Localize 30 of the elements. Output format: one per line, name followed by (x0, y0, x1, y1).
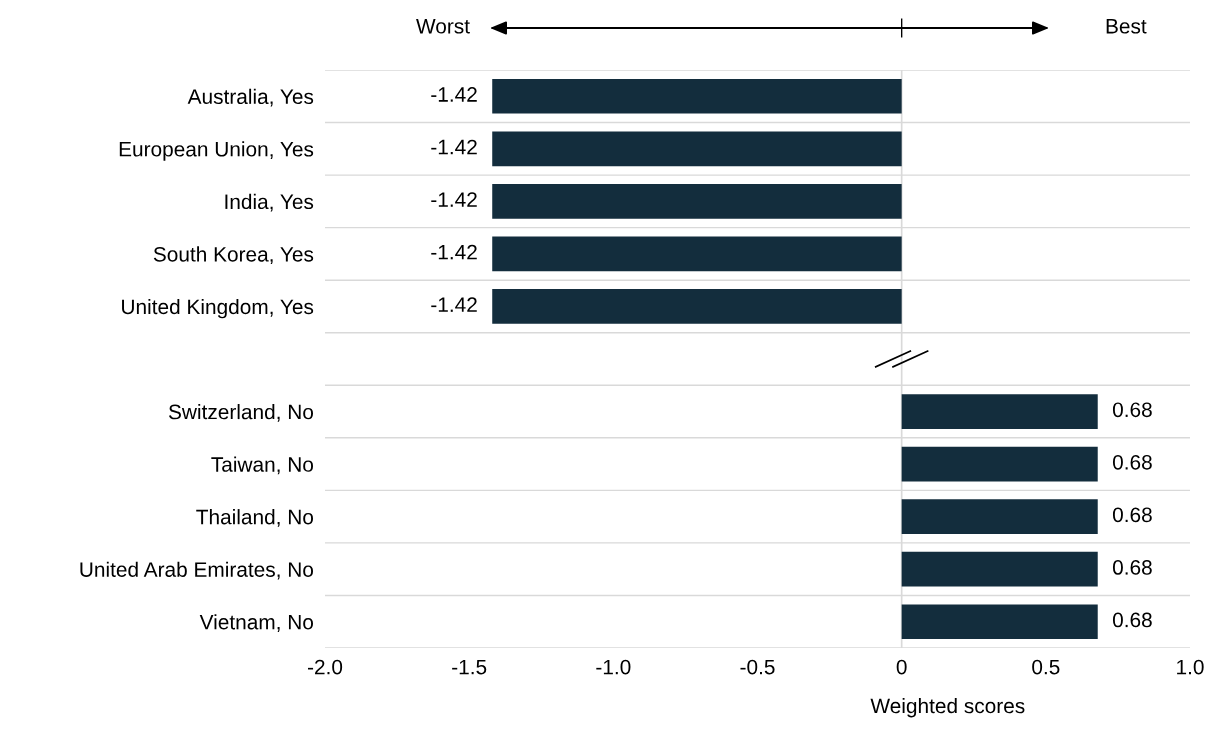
y-tick-label: Thailand, No (196, 509, 314, 527)
y-tick-label: United Kingdom, Yes (122, 298, 314, 319)
x-tick-label: 0 (896, 659, 907, 675)
data-label: 0.68 (1112, 402, 1152, 418)
data-label: 0.68 (1112, 612, 1152, 628)
y-tick-label: Switzerland, No (168, 404, 314, 422)
x-tick-label: 0.5 (1032, 659, 1060, 675)
y-tick-label: Vietnam, No (199, 614, 314, 632)
data-label: -1.42 (431, 192, 477, 207)
x-tick-label: -2.0 (307, 659, 343, 675)
x-tick-label: -0.5 (740, 659, 775, 675)
y-tick-label: United Arab Emirates, No (80, 561, 314, 580)
data-label: -1.42 (431, 87, 477, 102)
y-tick-label: Taiwan, No (211, 456, 314, 475)
x-tick-label: -1.0 (596, 659, 631, 675)
y-tick-label: Australia, Yes (187, 88, 314, 107)
y-tick-label: India, Yes (225, 193, 314, 212)
data-label: -1.42 (431, 139, 477, 155)
data-label: 0.68 (1112, 454, 1152, 470)
x-tick-label: -1.5 (452, 659, 487, 675)
data-label: -1.42 (431, 297, 477, 312)
text: Best (1106, 19, 1147, 34)
data-label: -1.42 (431, 244, 477, 260)
x-tick-label: 1.0 (1177, 659, 1204, 675)
data-label: 0.68 (1112, 560, 1152, 575)
data-label: 0.68 (1112, 507, 1152, 523)
y-tick-label: European Union, Yes (119, 141, 314, 161)
x-axis-title: Weighted scores (870, 697, 1025, 718)
y-tick-label: South Korea, Yes (153, 246, 314, 265)
text: Worst (416, 19, 470, 34)
